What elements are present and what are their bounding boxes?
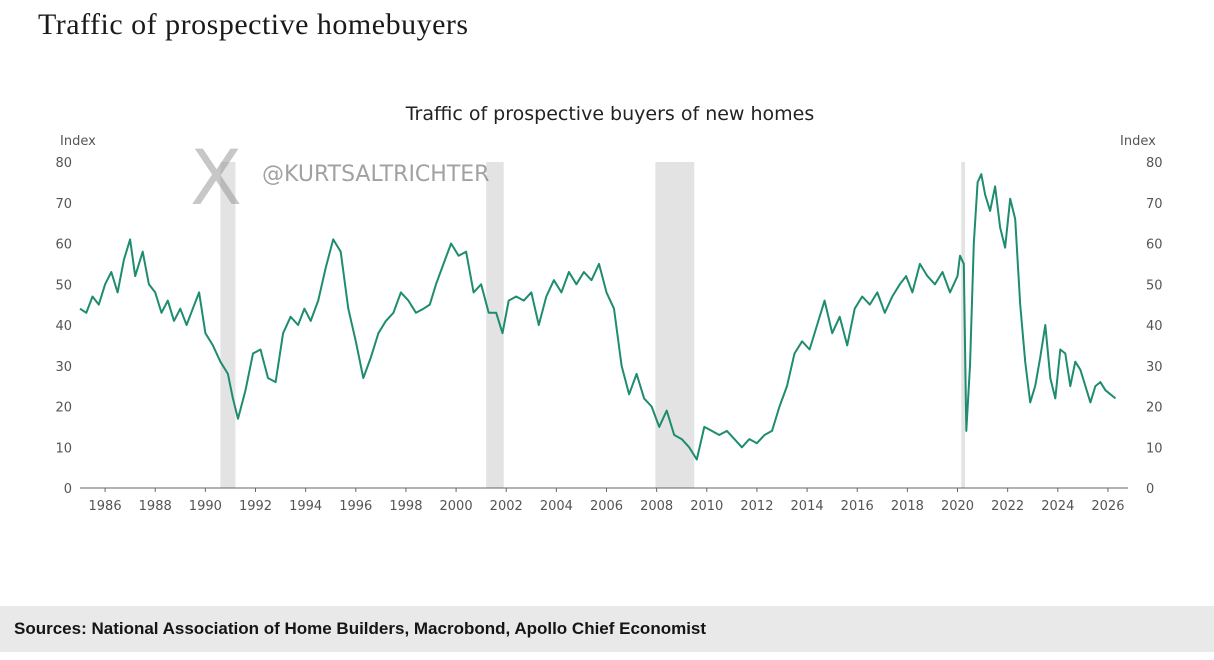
x-tick-1998: 1998 — [389, 499, 422, 514]
chart-container: 0 0 10 10 20 20 30 30 40 40 50 50 60 60 70 70 80 80 1986 19… — [0, 90, 1214, 530]
y-tick-right-50: 50 — [1146, 278, 1163, 293]
source-text: Sources: National Association of Home Bu… — [14, 619, 707, 638]
x-tick-2012: 2012 — [740, 499, 773, 514]
x-tick-2020: 2020 — [941, 499, 974, 514]
y-tick-left-40: 40 — [55, 319, 72, 334]
x-tick-2016: 2016 — [841, 499, 874, 514]
y-tick-right-30: 30 — [1146, 360, 1163, 375]
x-tick-2004: 2004 — [540, 499, 573, 514]
y-tick-right-80: 80 — [1146, 156, 1163, 171]
x-tick-1986: 1986 — [89, 499, 122, 514]
watermark: X @KURTSALTRICHTER — [190, 133, 500, 222]
recession-band-2 — [655, 162, 695, 488]
x-tick-2000: 2000 — [440, 499, 473, 514]
y-tick-left-0: 0 — [64, 482, 72, 497]
x-tick-2018: 2018 — [891, 499, 924, 514]
y-tick-left-70: 70 — [55, 197, 72, 212]
x-logo-icon: X — [190, 133, 243, 222]
x-tick-2022: 2022 — [991, 499, 1024, 514]
x-tick-1988: 1988 — [139, 499, 172, 514]
x-tick-2026: 2026 — [1091, 499, 1124, 514]
y-tick-right-0: 0 — [1146, 482, 1154, 497]
y-tick-left-10: 10 — [55, 441, 72, 456]
y-tick-left-60: 60 — [55, 238, 72, 253]
recession-band-0 — [220, 162, 236, 488]
watermark-handle: @KURTSALTRICHTER — [262, 162, 490, 187]
y-tick-left-30: 30 — [55, 360, 72, 375]
y-tick-right-60: 60 — [1146, 238, 1163, 253]
page-title: Traffic of prospective homebuyers — [38, 8, 469, 41]
y-tick-right-70: 70 — [1146, 197, 1163, 212]
recession-band-1 — [486, 162, 504, 488]
series-line-0 — [79, 173, 1117, 461]
y-axis-label-left: Index — [60, 134, 96, 149]
x-tick-2010: 2010 — [690, 499, 723, 514]
x-tick-1992: 1992 — [239, 499, 272, 514]
x-tick-2002: 2002 — [490, 499, 523, 514]
x-tick-1994: 1994 — [289, 499, 322, 514]
series-layer — [79, 173, 1117, 461]
source-footer: Sources: National Association of Home Bu… — [0, 606, 1214, 652]
x-tick-1990: 1990 — [189, 499, 222, 514]
y-tick-left-20: 20 — [55, 401, 72, 416]
y-tick-right-40: 40 — [1146, 319, 1163, 334]
y-axis-label-right: Index — [1120, 134, 1156, 149]
chart-title: Traffic of prospective buyers of new hom… — [405, 103, 815, 125]
recession-band-3 — [961, 162, 966, 488]
x-tick-2008: 2008 — [640, 499, 673, 514]
y-tick-right-10: 10 — [1146, 441, 1163, 456]
y-tick-right-20: 20 — [1146, 401, 1163, 416]
x-tick-2024: 2024 — [1041, 499, 1074, 514]
x-tick-2006: 2006 — [590, 499, 623, 514]
x-tick-2014: 2014 — [791, 499, 824, 514]
y-tick-left-50: 50 — [55, 278, 72, 293]
y-tick-left-80: 80 — [55, 156, 72, 171]
x-tick-1996: 1996 — [339, 499, 372, 514]
